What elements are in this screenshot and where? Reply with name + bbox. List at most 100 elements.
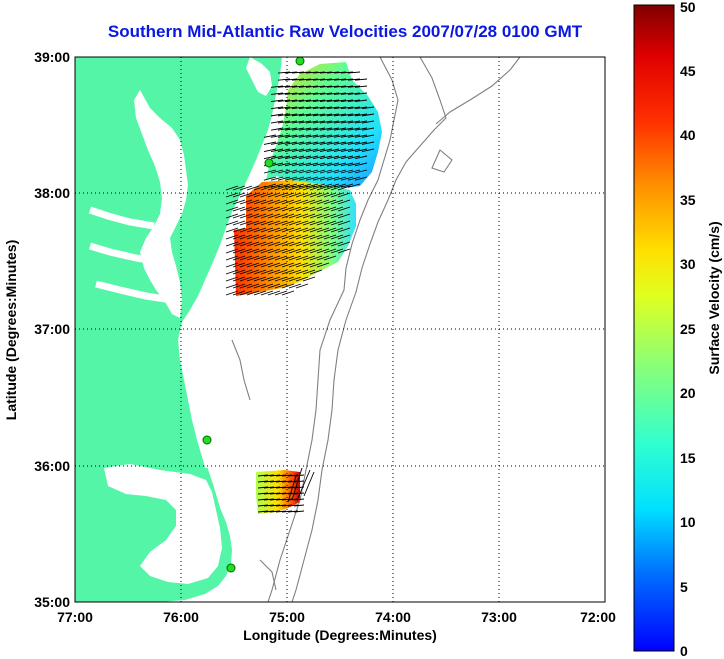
velocity-vector <box>257 480 269 483</box>
velocity-vector <box>309 206 323 212</box>
velocity-vector <box>274 290 288 296</box>
velocity-vector <box>303 471 315 497</box>
velocity-vector <box>281 213 295 219</box>
velocity-vector <box>319 78 333 81</box>
velocity-vector <box>340 71 354 74</box>
velocity-vector <box>326 169 340 174</box>
velocity-vector <box>337 234 351 240</box>
velocity-vector <box>354 148 368 153</box>
lat-tick: 39:00 <box>34 49 70 65</box>
velocity-vector <box>330 199 344 205</box>
velocity-vector <box>347 85 361 88</box>
x-axis-label: Longitude (Degrees:Minutes) <box>243 627 437 643</box>
velocity-vector <box>260 241 274 247</box>
velocity-vector <box>287 474 299 477</box>
velocity-vector <box>253 248 267 254</box>
lat-tick: 35:00 <box>34 594 70 610</box>
velocity-vector <box>293 504 305 507</box>
velocity-vector <box>291 106 305 110</box>
velocity-vector <box>340 183 354 188</box>
velocity-vector <box>275 486 287 489</box>
velocity-vector <box>260 220 274 226</box>
velocity-vector <box>277 183 291 188</box>
velocity-vector <box>309 262 323 268</box>
velocity-vector <box>253 206 267 212</box>
velocity-vector <box>281 262 295 268</box>
velocity-vector <box>281 234 295 240</box>
velocity-vector <box>319 183 333 188</box>
velocity-vector <box>267 192 281 198</box>
velocity-vector <box>326 85 340 88</box>
velocity-vector <box>291 85 305 88</box>
pamlico-sound <box>104 464 222 584</box>
velocity-vector <box>354 120 368 124</box>
velocity-vector <box>253 185 267 191</box>
velocity-vector <box>263 498 275 501</box>
velocity-vector <box>298 85 312 88</box>
velocity-vector <box>326 176 340 181</box>
velocity-vector <box>347 176 361 181</box>
velocity-vector <box>354 113 368 117</box>
velocity-vector <box>270 148 284 153</box>
velocity-vector <box>347 155 361 160</box>
velocity-vector <box>347 134 361 138</box>
velocity-vector <box>337 192 351 198</box>
velocity-vector <box>257 474 269 477</box>
velocity-vector <box>340 120 354 124</box>
velocity-vector <box>323 227 337 233</box>
colorbar-ticks: 0 5 10 15 20 25 30 35 40 45 50 <box>680 0 696 659</box>
velocity-vector <box>225 269 239 275</box>
velocity-vector <box>284 155 298 160</box>
velocity-vector <box>225 185 239 191</box>
velocity-vector <box>330 213 344 219</box>
velocity-vector <box>260 192 274 198</box>
velocity-vector <box>326 92 340 95</box>
colorbar-tick: 15 <box>680 450 696 466</box>
velocity-vector <box>302 206 316 212</box>
velocity-vector <box>312 176 326 181</box>
velocity-vector <box>284 169 298 174</box>
velocity-vector <box>291 155 305 160</box>
velocity-vector <box>277 92 291 95</box>
velocity-vector <box>281 486 293 489</box>
velocity-vector <box>277 134 291 138</box>
velocity-vector <box>316 185 330 191</box>
velocity-vector <box>263 134 277 138</box>
velocity-vector <box>298 155 312 160</box>
velocity-vector <box>333 85 347 88</box>
velocity-vector <box>239 234 253 240</box>
velocity-vector <box>333 113 347 117</box>
velocity-vector <box>291 141 305 145</box>
velocity-vector <box>277 127 291 131</box>
velocity-vector <box>246 276 260 282</box>
velocity-vector <box>284 141 298 145</box>
velocity-vector <box>246 199 260 205</box>
velocity-vector <box>284 106 298 110</box>
velocity-vector <box>298 134 312 138</box>
velocity-vector <box>253 255 267 261</box>
velocity-vector <box>312 71 326 74</box>
velocity-vector <box>274 220 288 226</box>
velocity-vector <box>298 99 312 103</box>
velocity-vector <box>354 85 368 88</box>
velocity-vector <box>309 269 323 275</box>
velocity-vector <box>293 510 305 513</box>
velocity-vector <box>316 234 330 240</box>
velocity-vector <box>239 269 253 275</box>
velocity-vector <box>267 227 281 233</box>
velocity-vector <box>270 176 284 181</box>
velocity-vector <box>302 192 316 198</box>
velocity-vector <box>275 504 287 507</box>
velocity-vector <box>305 85 319 88</box>
velocity-vector <box>267 248 281 254</box>
velocity-vector <box>326 106 340 110</box>
velocity-vector <box>326 134 340 138</box>
velocity-vector <box>298 169 312 174</box>
velocity-vector <box>309 227 323 233</box>
velocity-vector <box>316 199 330 205</box>
velocity-vector <box>274 234 288 240</box>
velocity-vector <box>253 213 267 219</box>
velocity-vector <box>267 234 281 240</box>
velocity-vector <box>333 99 347 103</box>
velocity-vector <box>361 141 375 145</box>
